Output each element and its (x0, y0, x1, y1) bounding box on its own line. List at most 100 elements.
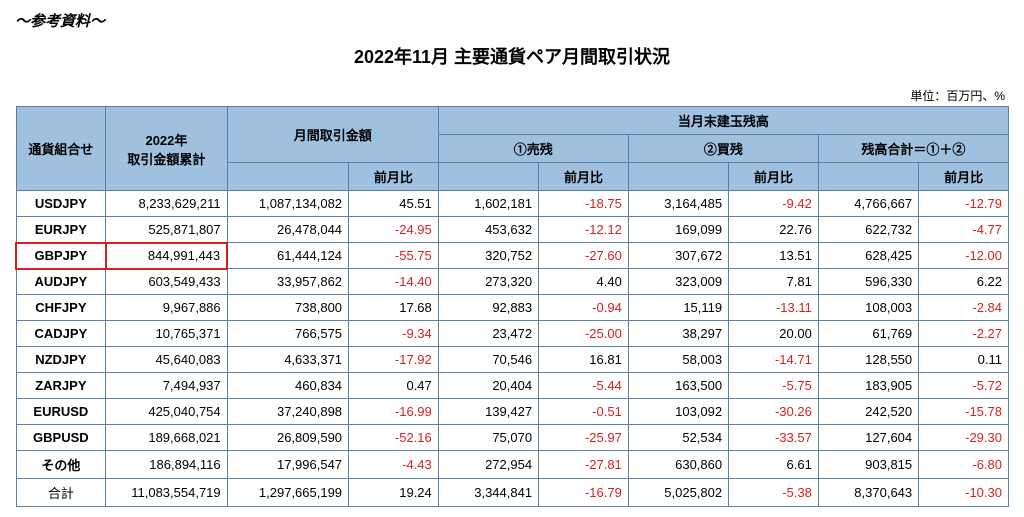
table-row: その他186,894,11617,996,547-4.43272,954-27.… (16, 451, 1009, 479)
table-row: EURUSD425,040,75437,240,898-16.99139,427… (16, 399, 1009, 425)
cell-sell: 75,070 (438, 425, 538, 451)
cell-buy: 52,534 (628, 425, 728, 451)
cell-tot_mom: -4.77 (919, 217, 1009, 243)
table-row: GBPJPY844,991,44361,444,124-55.75320,752… (16, 243, 1009, 269)
cell-buy_mom: -14.71 (729, 347, 819, 373)
th-mom: 前月比 (349, 163, 439, 191)
cell-buy: 163,500 (628, 373, 728, 399)
cell-buy: 38,297 (628, 321, 728, 347)
cell-tot: 183,905 (818, 373, 918, 399)
cell-buy_mom: 22.76 (729, 217, 819, 243)
th-pair: 通貨組合せ (16, 107, 106, 191)
cell-tot_mom: -12.00 (919, 243, 1009, 269)
th-mom: 前月比 (539, 163, 629, 191)
cell-cum: 7,494,937 (106, 373, 227, 399)
cell-amt: 460,834 (227, 373, 348, 399)
cell-tot_mom: 6.22 (919, 269, 1009, 295)
cell-amt_mom: 17.68 (349, 295, 439, 321)
cell-cum: 425,040,754 (106, 399, 227, 425)
cell-tot: 242,520 (818, 399, 918, 425)
cell-tot: 61,769 (818, 321, 918, 347)
cell-tot_mom: -12.79 (919, 191, 1009, 217)
cell-amt_mom: 45.51 (349, 191, 439, 217)
cell-tot: 628,425 (818, 243, 918, 269)
cell-amt_mom: -14.40 (349, 269, 439, 295)
cell-amt: 26,478,044 (227, 217, 348, 243)
cell-amt: 738,800 (227, 295, 348, 321)
cell-pair: AUDJPY (16, 269, 106, 295)
cell-sell_mom: -27.81 (539, 451, 629, 479)
cell-sell: 320,752 (438, 243, 538, 269)
cell-buy: 307,672 (628, 243, 728, 269)
cell-buy_mom: 6.61 (729, 451, 819, 479)
table-row: AUDJPY603,549,43333,957,862-14.40273,320… (16, 269, 1009, 295)
table-row: EURJPY525,871,80726,478,044-24.95453,632… (16, 217, 1009, 243)
cell-pair: 合計 (16, 479, 106, 507)
cell-tot_mom: -5.72 (919, 373, 1009, 399)
cell-sell: 139,427 (438, 399, 538, 425)
cell-buy_mom: -5.38 (729, 479, 819, 507)
cell-buy_mom: -33.57 (729, 425, 819, 451)
cell-sell: 3,344,841 (438, 479, 538, 507)
cell-cum: 10,765,371 (106, 321, 227, 347)
cell-pair: USDJPY (16, 191, 106, 217)
cell-amt_mom: -55.75 (349, 243, 439, 269)
th-blank (438, 163, 538, 191)
cell-amt: 1,087,134,082 (227, 191, 348, 217)
cell-tot: 108,003 (818, 295, 918, 321)
cell-cum: 525,871,807 (106, 217, 227, 243)
cell-amt_mom: 0.47 (349, 373, 439, 399)
cell-cum: 45,640,083 (106, 347, 227, 373)
cell-tot: 596,330 (818, 269, 918, 295)
cell-tot_mom: -2.84 (919, 295, 1009, 321)
cell-pair: その他 (16, 451, 106, 479)
cell-sell_mom: -5.44 (539, 373, 629, 399)
table-row-total: 合計11,083,554,7191,297,665,19919.243,344,… (16, 479, 1009, 507)
cell-tot: 903,815 (818, 451, 918, 479)
cell-cum: 844,991,443 (106, 243, 227, 269)
th-eom-balance: 当月末建玉残高 (438, 107, 1008, 135)
cell-amt: 4,633,371 (227, 347, 348, 373)
cell-pair: GBPUSD (16, 425, 106, 451)
th-sell-balance: ①売残 (438, 135, 628, 163)
table-row: CHFJPY9,967,886738,80017.6892,883-0.9415… (16, 295, 1009, 321)
cell-amt: 766,575 (227, 321, 348, 347)
cell-sell_mom: -16.79 (539, 479, 629, 507)
cell-buy_mom: 13.51 (729, 243, 819, 269)
cell-sell_mom: -0.94 (539, 295, 629, 321)
cell-sell_mom: -25.97 (539, 425, 629, 451)
table-header: 通貨組合せ 2022年 取引金額累計 月間取引金額 当月末建玉残高 ①売残 ②買… (16, 107, 1009, 191)
cell-sell_mom: -0.51 (539, 399, 629, 425)
cell-amt_mom: -24.95 (349, 217, 439, 243)
cell-pair: NZDJPY (16, 347, 106, 373)
th-cumulative: 2022年 取引金額累計 (106, 107, 227, 191)
cell-sell: 23,472 (438, 321, 538, 347)
cell-tot: 127,604 (818, 425, 918, 451)
cell-tot_mom: -2.27 (919, 321, 1009, 347)
cell-tot_mom: -15.78 (919, 399, 1009, 425)
cell-buy: 103,092 (628, 399, 728, 425)
cell-tot: 622,732 (818, 217, 918, 243)
cell-buy_mom: -5.75 (729, 373, 819, 399)
cell-sell: 272,954 (438, 451, 538, 479)
table-row: ZARJPY7,494,937460,8340.4720,404-5.44163… (16, 373, 1009, 399)
cell-sell: 20,404 (438, 373, 538, 399)
cell-sell: 1,602,181 (438, 191, 538, 217)
cell-sell_mom: -18.75 (539, 191, 629, 217)
unit-label: 単位：百万円、% (15, 87, 1009, 104)
cell-pair: GBPJPY (16, 243, 106, 269)
page-title: 2022年11月 主要通貨ペア月間取引状況 (15, 43, 1009, 69)
cell-tot_mom: -10.30 (919, 479, 1009, 507)
cell-sell_mom: -12.12 (539, 217, 629, 243)
th-blank (227, 163, 348, 191)
th-buy-balance: ②買残 (628, 135, 818, 163)
cell-tot: 8,370,643 (818, 479, 918, 507)
cell-sell: 453,632 (438, 217, 538, 243)
table-row: NZDJPY45,640,0834,633,371-17.9270,54616.… (16, 347, 1009, 373)
cell-tot_mom: -29.30 (919, 425, 1009, 451)
cell-cum: 8,233,629,211 (106, 191, 227, 217)
th-monthly-amount: 月間取引金額 (227, 107, 438, 163)
cell-amt: 1,297,665,199 (227, 479, 348, 507)
cell-cum: 189,668,021 (106, 425, 227, 451)
cell-cum: 186,894,116 (106, 451, 227, 479)
